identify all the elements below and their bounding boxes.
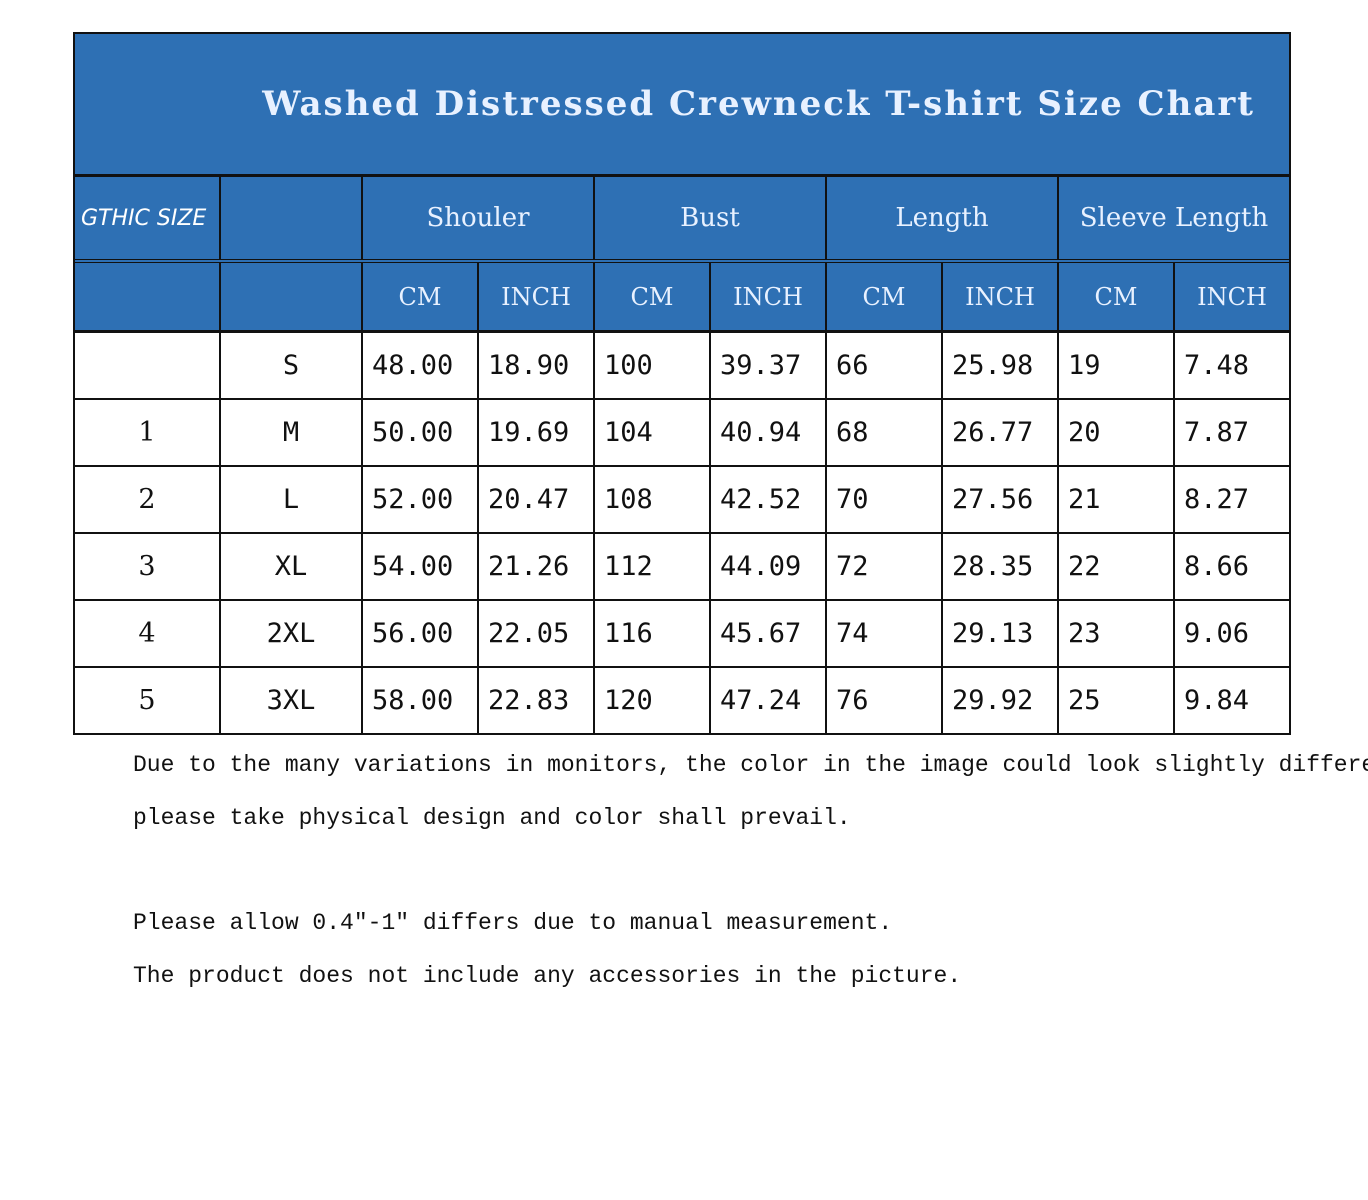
size-cell: L [221,467,363,532]
value-cell: 21.26 [479,534,595,599]
size-cell: S [221,333,363,398]
value-cell: 22.05 [479,601,595,666]
value-cell: 22 [1059,534,1175,599]
value-cell: 8.66 [1184,551,1250,582]
unit-header-row: CM INCH CM INCH CM INCH CM INCH [75,263,1289,333]
value-cell: 20.47 [479,467,595,532]
value-cell: 8.27 [1184,484,1250,515]
table-row: 2 L 52.00 20.47 108 42.52 70 27.56 21 8.27 [75,467,1289,534]
brand-label: GTHIC SIZE [75,177,221,259]
value-cell: 7.87 [1184,417,1250,448]
group-bust: Bust [595,177,827,259]
row-index [75,333,221,398]
table-row: 3 XL 54.00 21.26 112 44.09 72 28.35 22 8.66 [75,534,1289,601]
value-cell: 66 [827,333,943,398]
value-cell: 52.00 [363,467,479,532]
value-cell: 42.52 [711,467,827,532]
unit-cell: CM [363,263,479,330]
unit-cell: INCH [479,263,595,330]
value-cell: 56.00 [363,601,479,666]
value-cell: 40.94 [711,400,827,465]
table-row: 5 3XL 58.00 22.83 120 47.24 76 29.92 25 9.84 [75,668,1289,733]
table-row: 1 M 50.00 19.69 104 40.94 68 26.77 20 7.87 [75,400,1289,467]
value-cell: 22.83 [479,668,595,733]
value-cell: 9.06 [1184,618,1250,649]
value-cell: 25.98 [943,333,1059,398]
row-index: 2 [75,467,221,532]
value-cell: 28.35 [943,534,1059,599]
value-cell: 20 [1059,400,1175,465]
value-cell: 104 [595,400,711,465]
table-row: 4 2XL 56.00 22.05 116 45.67 74 29.13 23 9.06 [75,601,1289,668]
unit-cell: CM [1059,263,1175,330]
note-line: Due to the many variations in monitors, … [133,752,1368,778]
unit-cell: CM [595,263,711,330]
empty-header-cell [221,177,363,259]
value-cell: 25 [1059,668,1175,733]
value-cell: 120 [595,668,711,733]
value-cell: 7.48 [1184,350,1250,381]
row-index: 3 [75,534,221,599]
empty-header-cell [221,263,363,330]
value-cell: 112 [595,534,711,599]
value-cell: 58.00 [363,668,479,733]
size-cell: M [221,400,363,465]
value-cell: 76 [827,668,943,733]
value-cell: 45.67 [711,601,827,666]
note-line: The product does not include any accesso… [133,963,962,989]
note-line: please take physical design and color sh… [133,805,851,831]
unit-cell: INCH [1197,282,1267,311]
size-chart-table: Washed Distressed Crewneck T-shirt Size … [73,32,1291,735]
row-index: 1 [75,400,221,465]
value-cell: 19.69 [479,400,595,465]
empty-header-cell [75,263,221,330]
value-cell: 70 [827,467,943,532]
row-index: 5 [75,668,221,733]
value-cell: 39.37 [711,333,827,398]
size-cell: 2XL [221,601,363,666]
group-shoulder: Shouler [363,177,595,259]
value-cell: 48.00 [363,333,479,398]
value-cell: 29.13 [943,601,1059,666]
note-line: Please allow 0.4"-1" differs due to manu… [133,910,893,936]
value-cell: 47.24 [711,668,827,733]
value-cell: 72 [827,534,943,599]
table-row: S 48.00 18.90 100 39.37 66 25.98 19 7.48 [75,333,1289,400]
size-cell: 3XL [221,668,363,733]
value-cell: 26.77 [943,400,1059,465]
unit-cell: INCH [711,263,827,330]
value-cell: 29.92 [943,668,1059,733]
value-cell: 74 [827,601,943,666]
group-sleeve-length: Sleeve Length [1079,203,1269,233]
value-cell: 108 [595,467,711,532]
value-cell: 68 [827,400,943,465]
unit-cell: CM [827,263,943,330]
unit-cell: INCH [943,263,1059,330]
value-cell: 18.90 [479,333,595,398]
size-cell: XL [221,534,363,599]
value-cell: 116 [595,601,711,666]
row-index: 4 [75,601,221,666]
value-cell: 21 [1059,467,1175,532]
value-cell: 50.00 [363,400,479,465]
value-cell: 9.84 [1184,685,1250,716]
chart-title: Washed Distressed Crewneck T-shirt Size … [75,34,1289,177]
value-cell: 19 [1059,333,1175,398]
group-length: Length [827,177,1059,259]
value-cell: 23 [1059,601,1175,666]
value-cell: 100 [595,333,711,398]
value-cell: 44.09 [711,534,827,599]
value-cell: 27.56 [943,467,1059,532]
group-header-row: GTHIC SIZE Shouler Bust Length Sleeve Le… [75,177,1289,263]
value-cell: 54.00 [363,534,479,599]
